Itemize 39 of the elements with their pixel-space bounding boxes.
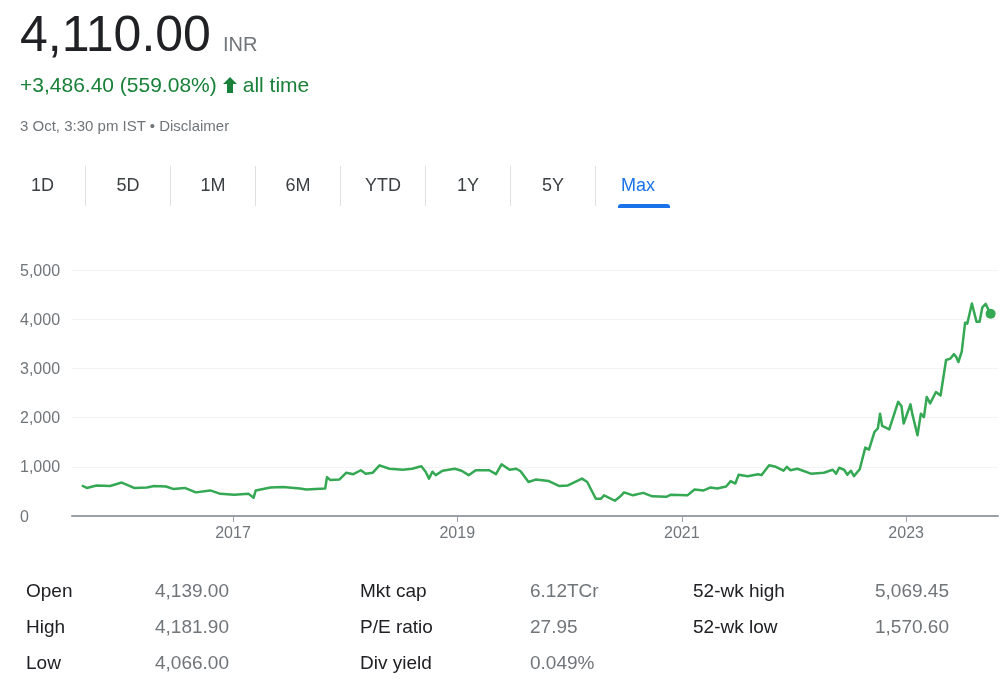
text: 6M bbox=[255, 166, 340, 206]
text: 1D bbox=[30, 174, 55, 197]
text: 5Y bbox=[510, 166, 595, 206]
text: P/E ratio bbox=[360, 616, 433, 638]
text: Div yield bbox=[360, 652, 432, 674]
y-tick-label: 0 bbox=[20, 507, 29, 525]
text: 6.12TCr bbox=[530, 580, 599, 602]
text: High bbox=[26, 616, 66, 638]
text: 5D bbox=[85, 166, 170, 206]
x-tick-label: 2023 bbox=[888, 523, 925, 541]
y-tick-label: 3,000 bbox=[20, 359, 61, 377]
text: 0.049% bbox=[530, 652, 595, 674]
text: 1M bbox=[170, 166, 255, 206]
text: YTD bbox=[340, 166, 425, 206]
y-tick-label: 1,000 bbox=[20, 458, 61, 476]
text: 4,066.00 bbox=[155, 652, 229, 674]
x-tick-label: 2019 bbox=[439, 523, 476, 541]
text: 1,570.60 bbox=[875, 616, 949, 638]
text: 27.95 bbox=[530, 616, 578, 638]
text: Max bbox=[595, 166, 680, 206]
y-tick-label: 5,000 bbox=[20, 261, 61, 279]
y-tick-label: 4,000 bbox=[20, 310, 61, 328]
text: 4,139.00 bbox=[155, 580, 229, 602]
text: Open bbox=[26, 580, 73, 602]
x-tick-label: 2021 bbox=[664, 523, 700, 541]
text: 52-wk low bbox=[693, 616, 778, 638]
text: 52-wk high bbox=[693, 580, 785, 602]
x-tick-label: 2017 bbox=[215, 523, 251, 541]
text: 1Y bbox=[425, 166, 510, 206]
text: 4,181.90 bbox=[155, 616, 229, 638]
text: +3,486.40 (559.08%) bbox=[20, 73, 217, 97]
y-tick-label: 2,000 bbox=[20, 409, 61, 427]
text: Mkt cap bbox=[360, 580, 427, 602]
text: INR bbox=[222, 33, 258, 55]
chart-title: 4,110.00 bbox=[20, 6, 211, 62]
text: Low bbox=[26, 652, 61, 674]
text: all time bbox=[242, 73, 310, 97]
text: 5,069.45 bbox=[875, 580, 949, 602]
text: 3 Oct, 3:30 pm IST • Disclaimer bbox=[20, 117, 230, 134]
